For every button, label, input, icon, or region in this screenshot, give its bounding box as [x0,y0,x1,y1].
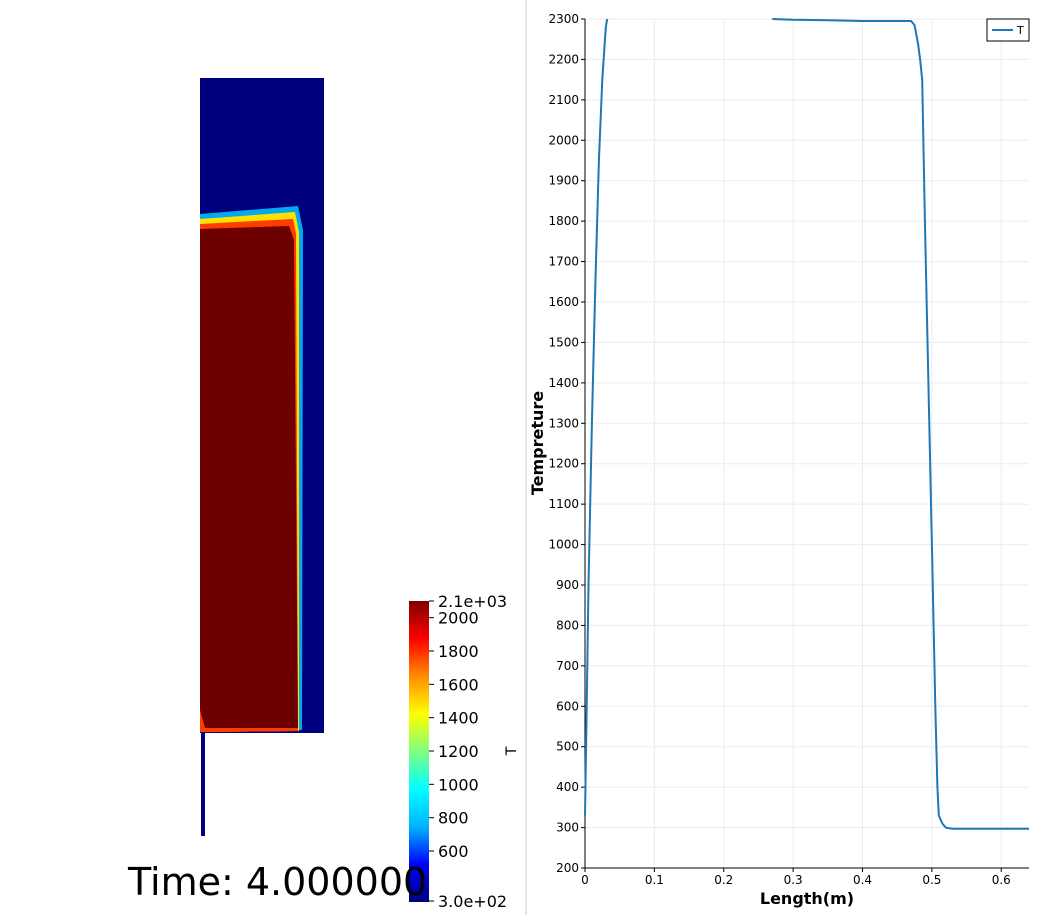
y-axis-ticks: 200 300 400 500 600 700 800 900 1000 1100 1200 1300… [548,12,585,875]
colorbar-max-label: 2.1e+03 [438,592,507,611]
x-axis-ticks: 0 0.1 0.2 0.3 0.4 0.5 0.6 [581,868,1011,887]
y-tick-label: 900 [556,578,579,592]
y-tick-label: 1600 [548,295,579,309]
y-tick-label: 300 [556,821,579,835]
colorbar-tick-label: 1000 [438,775,479,794]
colorbar-gradient [409,601,429,902]
y-tick-label: 2000 [548,133,579,147]
legend-label-t: T [1016,24,1024,37]
chart-legend[interactable]: T [986,18,1030,42]
y-tick-label: 600 [556,699,579,713]
temperature-field-view[interactable]: 600 800 1000 1200 1400 1600 1800 2000 2.1e+03 3… [0,0,525,915]
chart-series [584,18,1029,830]
colorbar-min-label: 3.0e+02 [438,892,507,911]
y-tick-label: 1500 [548,335,579,349]
series-line-t [584,18,609,816]
y-tick-label: 1300 [548,416,579,430]
x-tick-label: 0.3 [784,873,803,887]
colorbar-tick-label: 600 [438,842,469,861]
y-tick-label: 1400 [548,376,579,390]
y-tick-label: 2300 [548,12,579,26]
y-tick-label: 1000 [548,538,579,552]
y-tick-label: 800 [556,618,579,632]
line-chart-view[interactable]: 0 0.1 0.2 0.3 0.4 0.5 0.6 200 300 400 500 600 700 80… [527,0,1049,915]
x-tick-label: 0.1 [645,873,664,887]
y-axis-title: Tempreture [528,391,547,495]
x-tick-label: 0.5 [922,873,941,887]
temperature-field-domain [200,78,324,836]
colorbar-tick-label: 1200 [438,742,479,761]
chart-grid [584,18,1029,869]
colorbar-tick-label: 800 [438,809,469,828]
colorbar-title: T [504,746,520,756]
colorbar-tick-label: 1400 [438,709,479,728]
hot-core-region [200,226,298,728]
y-tick-label: 1900 [548,174,579,188]
y-tick-label: 500 [556,740,579,754]
series-line-t [772,18,1029,830]
x-tick-label: 0 [581,873,589,887]
chart-axes [584,19,1029,869]
colorbar-tick-label: 1800 [438,642,479,661]
x-axis-title: Length(m) [760,889,854,908]
colorbar-ticks: 600 800 1000 1200 1400 1600 1800 2000 [429,609,479,861]
y-tick-label: 700 [556,659,579,673]
probe-line [201,733,205,836]
x-tick-label: 0.6 [992,873,1011,887]
y-tick-label: 2100 [548,93,579,107]
x-tick-label: 0.2 [714,873,733,887]
y-tick-label: 200 [556,861,579,875]
time-annotation: Time: 4.000000 [128,860,428,904]
field-render-view[interactable]: 600 800 1000 1200 1400 1600 1800 2000 2.1e+03 3… [0,0,525,915]
y-tick-label: 400 [556,780,579,794]
y-tick-label: 2200 [548,52,579,66]
y-tick-label: 1200 [548,457,579,471]
y-tick-label: 1800 [548,214,579,228]
view-splitter[interactable] [525,0,527,915]
temperature-line-chart[interactable]: 0 0.1 0.2 0.3 0.4 0.5 0.6 200 300 400 500 600 700 80… [527,0,1049,915]
color-legend: 600 800 1000 1200 1400 1600 1800 2000 2.1e+03 3… [409,592,520,911]
colorbar-tick-label: 1600 [438,675,479,694]
y-tick-label: 1100 [548,497,579,511]
y-tick-label: 1700 [548,255,579,269]
colorbar-tick-label: 2000 [438,609,479,628]
x-tick-label: 0.4 [853,873,872,887]
